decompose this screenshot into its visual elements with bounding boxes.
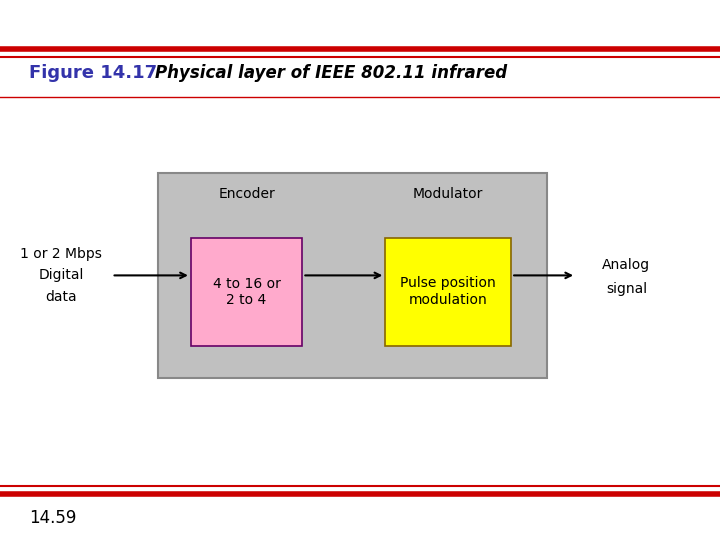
Text: Encoder: Encoder bbox=[218, 187, 275, 201]
FancyBboxPatch shape bbox=[191, 238, 302, 346]
Text: Figure 14.17: Figure 14.17 bbox=[29, 64, 157, 82]
Text: Modulator: Modulator bbox=[413, 187, 483, 201]
Text: signal: signal bbox=[606, 282, 647, 296]
Text: Physical layer of IEEE 802.11 infrared: Physical layer of IEEE 802.11 infrared bbox=[155, 64, 507, 82]
FancyBboxPatch shape bbox=[385, 238, 511, 346]
Text: 1 or 2 Mbps: 1 or 2 Mbps bbox=[20, 247, 102, 261]
Text: 4 to 16 or
2 to 4: 4 to 16 or 2 to 4 bbox=[212, 276, 281, 307]
Text: 14.59: 14.59 bbox=[29, 509, 76, 528]
Text: data: data bbox=[45, 290, 77, 304]
Text: Analog: Analog bbox=[603, 258, 650, 272]
Text: Pulse position
modulation: Pulse position modulation bbox=[400, 276, 496, 307]
Text: Digital: Digital bbox=[38, 268, 84, 282]
FancyBboxPatch shape bbox=[158, 173, 547, 378]
